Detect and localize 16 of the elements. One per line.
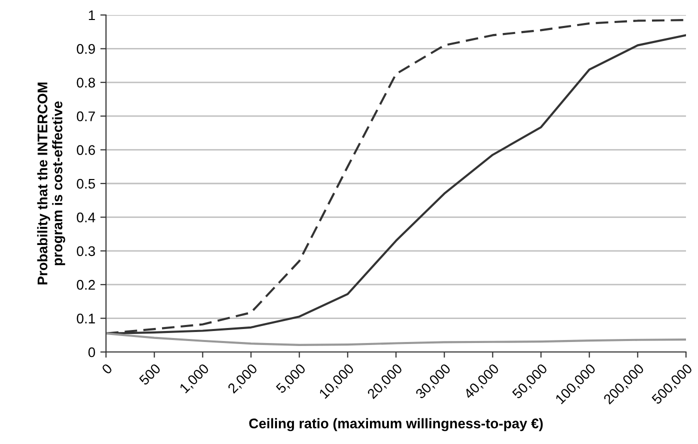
y-tick-label: 1 [88, 10, 95, 20]
y-tick-label: 0.7 [76, 111, 95, 122]
y-tick-label: 0 [88, 347, 96, 358]
x-tick-label: 0 [101, 363, 113, 375]
y-axis-title: Probability that the INTERCOM program is cost-effective [37, 82, 66, 284]
y-tick-label: 0.5 [76, 178, 96, 189]
y-tick-label: 0.8 [76, 78, 95, 88]
y-tick-label: 0.1 [76, 314, 95, 324]
y-tick-label: 0.4 [76, 212, 96, 222]
x-tick-label: 500 [138, 363, 162, 386]
x-axis-title: Ceiling ratio (maximum willingness-to-pay €) [249, 418, 543, 432]
y-tick-label: 0.2 [76, 280, 95, 290]
y-tick-label: 0.9 [76, 44, 95, 54]
y-tick-label: 0.6 [76, 145, 95, 155]
y-tick-label: 0.3 [76, 246, 95, 256]
line-series [106, 332, 686, 346]
